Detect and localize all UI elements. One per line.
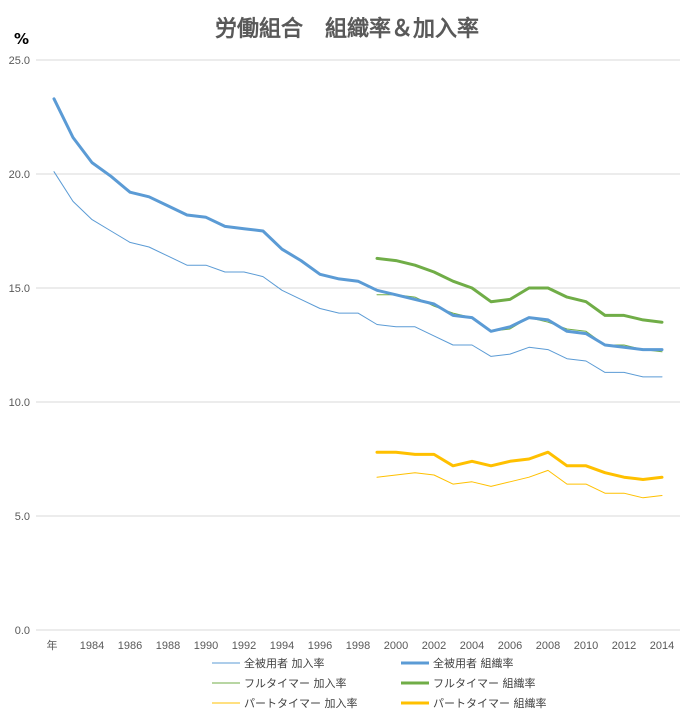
- x-axis-tick-labels: 年 1984 1986 1988 1990 1992 1994 1996 1998 2000 20…: [47, 638, 675, 652]
- y-tick-label: 5.0: [15, 511, 30, 523]
- x-tick-label: 2014: [650, 640, 674, 652]
- series-line: [376, 469, 663, 499]
- series-lines: [52, 97, 664, 499]
- y-tick-label: 20.0: [9, 169, 30, 181]
- legend-entry: フルタイマー 組織率: [433, 676, 536, 690]
- y-axis-tick-labels: 0.0 5.0 10.0 15.0 20.0 25.0: [9, 55, 30, 637]
- chart-title: 労働組合 組織率＆加入率: [215, 16, 479, 42]
- series-line: [375, 450, 664, 481]
- x-tick-label: 1986: [118, 640, 142, 652]
- unit-label: %: [14, 30, 29, 48]
- y-tick-label: 25.0: [9, 55, 30, 67]
- x-tick-label: 2004: [460, 640, 484, 652]
- x-tick-label: 2012: [612, 640, 636, 652]
- y-tick-label: 15.0: [9, 283, 30, 295]
- x-tick-label: 1992: [232, 640, 256, 652]
- y-tick-label: 0.0: [15, 625, 30, 637]
- x-tick-label: 2002: [422, 640, 446, 652]
- legend-entry: パートタイマー 組織率: [433, 696, 547, 710]
- x-tick-label: 1998: [346, 640, 370, 652]
- gridlines: [36, 59, 680, 631]
- x-tick-label: 2008: [536, 640, 560, 652]
- x-tick-label: 1996: [308, 640, 332, 652]
- x-axis-year-label: 年: [47, 638, 58, 652]
- legend-entry: 全被用者 加入率: [244, 656, 325, 670]
- x-tick-label: 2010: [574, 640, 598, 652]
- legend-entry: パートタイマー 加入率: [244, 696, 358, 710]
- x-tick-label: 2006: [498, 640, 522, 652]
- x-tick-label: 1984: [80, 640, 104, 652]
- series-line: [53, 171, 663, 378]
- x-tick-label: 1988: [156, 640, 180, 652]
- y-tick-label: 10.0: [9, 397, 30, 409]
- x-tick-label: 2000: [384, 640, 408, 652]
- x-tick-label: 1994: [270, 640, 294, 652]
- x-tick-label: 1990: [194, 640, 218, 652]
- series-line: [375, 256, 664, 324]
- series-line: [52, 97, 664, 352]
- legend-entry: 全被用者 組織率: [433, 656, 514, 670]
- legend-entry: フルタイマー 加入率: [244, 676, 347, 690]
